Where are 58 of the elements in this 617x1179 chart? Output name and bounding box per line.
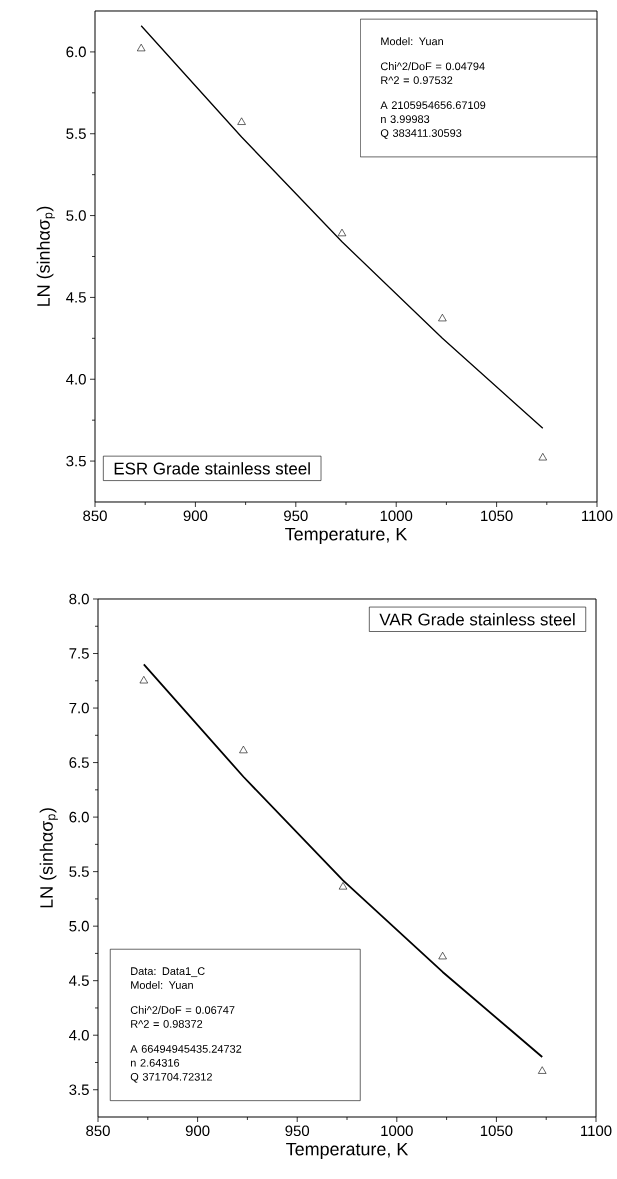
- y-axis-title: LN (sinhασ$_{p}$): [39, 808, 58, 908]
- point: [538, 1066, 547, 1074]
- annotation: n 2.64316: [130, 1058, 180, 1067]
- point: [438, 951, 447, 960]
- annotation: Model: Yuan: [131, 980, 193, 989]
- y-tick-label: 5.5: [66, 128, 86, 139]
- annotation: A 66494945435.24732: [130, 1045, 242, 1053]
- y-tick-label: 3.5: [69, 1084, 89, 1096]
- y-tick-label: 5.0: [66, 210, 86, 221]
- x-tick-label: 900: [185, 1125, 210, 1137]
- x-tick-label: 1050: [480, 1125, 513, 1137]
- annotation: ESR Grade stainless steel: [114, 462, 310, 475]
- y-tick-label: 6.0: [69, 811, 89, 823]
- annotation: R^2 = 0.98372: [131, 1020, 203, 1028]
- x-axis-title: Temperature, K: [286, 1142, 409, 1159]
- annotation: Data: Data1_C: [131, 967, 205, 978]
- point: [237, 117, 246, 125]
- line-series: [140, 25, 544, 429]
- y-axis-title: LN (sinhασ$_{p}$): [36, 206, 55, 306]
- x-tick-label: 850: [86, 1125, 110, 1137]
- annotation: R^2 = 0.97532: [381, 76, 453, 85]
- annotation: n 3.99983: [381, 115, 430, 123]
- y-tick-label: 3.5: [66, 455, 86, 467]
- annotation: Model: Yuan: [381, 37, 443, 46]
- y-tick-label: 7.0: [69, 702, 89, 714]
- point: [438, 313, 447, 322]
- y-tick-label: 6.5: [69, 757, 89, 768]
- x-tick-label: 1000: [381, 1125, 413, 1137]
- y-tick-label: 6.0: [66, 46, 86, 58]
- x-tick-label: 1100: [581, 1125, 612, 1137]
- annotation: A 2105954656.67109: [380, 101, 486, 110]
- y-tick-label: 4.5: [66, 292, 86, 303]
- x-tick-label: 1000: [380, 510, 413, 522]
- point: [538, 453, 547, 461]
- x-tick-label: 900: [183, 510, 208, 522]
- annotation: Q 371704.72312: [130, 1072, 212, 1083]
- y-tick-label: 4.5: [69, 975, 89, 986]
- y-tick-label: 4.0: [69, 1029, 89, 1041]
- point: [239, 745, 248, 754]
- annotation: VAR Grade stainless steel: [379, 613, 575, 626]
- y-tick-label: 5.5: [69, 866, 89, 877]
- x-tick-label: 1050: [481, 510, 513, 522]
- x-axis-title: Temperature, K: [285, 527, 408, 544]
- point: [136, 43, 146, 52]
- y-tick-label: 7.5: [69, 648, 89, 659]
- x-tick-label: 1100: [582, 510, 613, 522]
- y-tick-label: 5.0: [69, 920, 89, 932]
- annotation: Chi^2/DoF = 0.04794: [380, 62, 485, 71]
- annotation: Q 383411.30593: [380, 129, 462, 139]
- point: [338, 882, 348, 890]
- x-tick-label: 850: [83, 510, 107, 522]
- y-tick-label: 8.0: [69, 593, 89, 605]
- y-tick-label: 4.0: [66, 373, 86, 385]
- x-tick-label: 950: [285, 1125, 310, 1137]
- x-tick-label: 950: [284, 510, 308, 522]
- annotation: Chi^2/DoF = 0.06747: [130, 1005, 235, 1014]
- point: [337, 228, 347, 237]
- point: [139, 675, 149, 684]
